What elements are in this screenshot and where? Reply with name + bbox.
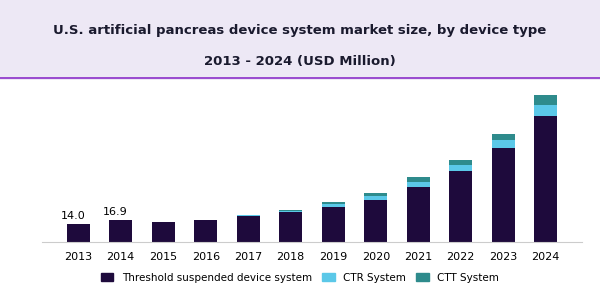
Bar <box>491 140 515 148</box>
Bar <box>364 200 388 242</box>
Bar <box>194 220 217 242</box>
Bar <box>322 202 345 204</box>
Text: 2013 - 2024 (USD Million): 2013 - 2024 (USD Million) <box>204 55 396 68</box>
Text: 14.0: 14.0 <box>61 211 85 221</box>
Bar <box>322 207 345 242</box>
Bar <box>491 134 515 140</box>
Bar <box>449 160 472 165</box>
Bar <box>322 204 345 207</box>
Bar <box>152 222 175 242</box>
Bar <box>449 171 472 242</box>
Bar <box>449 165 472 171</box>
Text: U.S. artificial pancreas device system market size, by device type: U.S. artificial pancreas device system m… <box>53 24 547 37</box>
Bar <box>236 216 260 242</box>
Bar <box>279 210 302 211</box>
Bar <box>364 193 388 196</box>
Bar <box>236 215 260 216</box>
Bar <box>279 212 302 242</box>
Bar <box>534 116 557 242</box>
Bar <box>364 196 388 200</box>
Bar <box>67 224 90 242</box>
Bar <box>407 177 430 181</box>
Legend: Threshold suspended device system, CTR System, CTT System: Threshold suspended device system, CTR S… <box>97 268 503 287</box>
Text: 16.9: 16.9 <box>103 207 128 217</box>
Bar <box>407 187 430 242</box>
Bar <box>491 148 515 242</box>
Bar <box>534 95 557 105</box>
Bar <box>279 211 302 212</box>
Bar <box>109 220 133 242</box>
Bar <box>534 105 557 116</box>
Bar <box>407 181 430 187</box>
